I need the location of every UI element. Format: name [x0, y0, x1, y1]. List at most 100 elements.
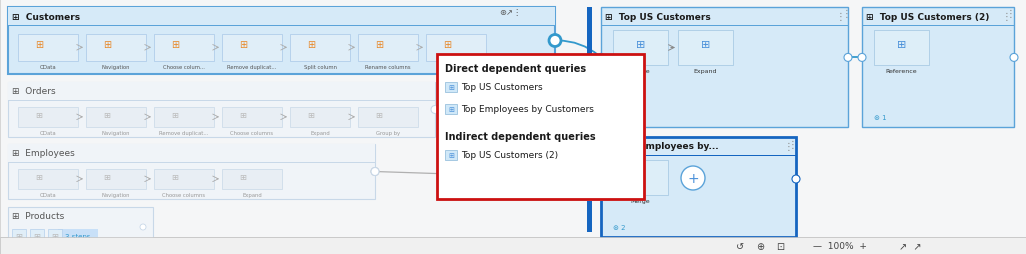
Text: Choose columns: Choose columns — [231, 131, 274, 135]
Text: ⊞: ⊞ — [35, 40, 43, 50]
Bar — [8, 8, 555, 26]
Bar — [426, 35, 486, 61]
Text: ⊞: ⊞ — [171, 110, 179, 119]
Circle shape — [681, 166, 705, 190]
Bar — [18, 35, 78, 61]
Circle shape — [140, 224, 146, 230]
Bar — [86, 107, 146, 128]
Text: Filter...: Filter... — [447, 65, 465, 70]
Circle shape — [371, 168, 379, 176]
Text: ⋮: ⋮ — [783, 141, 793, 151]
Bar — [601, 137, 796, 237]
Bar — [86, 169, 146, 189]
Text: Merge: Merge — [631, 198, 650, 203]
Bar — [58, 229, 98, 243]
Bar — [222, 35, 282, 61]
Text: +: + — [687, 171, 699, 185]
Text: ⊞: ⊞ — [374, 40, 383, 50]
Bar — [290, 35, 350, 61]
Bar — [222, 107, 282, 128]
Text: ⊞: ⊞ — [307, 40, 315, 50]
Circle shape — [597, 54, 605, 62]
Bar — [358, 35, 418, 61]
Bar — [30, 229, 44, 243]
Bar — [154, 35, 214, 61]
Circle shape — [858, 54, 866, 62]
Text: Top US Customers (2): Top US Customers (2) — [461, 151, 558, 160]
Text: ⊞: ⊞ — [104, 172, 111, 181]
Text: Expand: Expand — [310, 131, 330, 135]
Text: ⊞: ⊞ — [443, 40, 451, 50]
Bar — [8, 8, 555, 75]
Bar — [12, 229, 26, 243]
Circle shape — [844, 54, 852, 62]
Text: Merge: Merge — [631, 69, 650, 74]
Bar — [8, 145, 374, 162]
Text: ⊞: ⊞ — [239, 40, 247, 50]
Text: ⊞: ⊞ — [104, 110, 111, 119]
Bar — [874, 31, 929, 66]
Text: 3 steps: 3 steps — [66, 233, 90, 239]
Circle shape — [551, 37, 559, 45]
Bar — [154, 107, 214, 128]
Bar — [439, 57, 646, 201]
Bar — [601, 8, 849, 128]
Text: ⊞  Products: ⊞ Products — [12, 212, 65, 221]
Bar — [358, 107, 418, 128]
Text: Navigation: Navigation — [102, 131, 130, 135]
Text: Top US Customers: Top US Customers — [461, 83, 543, 92]
Circle shape — [549, 35, 561, 47]
Bar — [678, 31, 733, 66]
Text: ⊞  Top US Customers: ⊞ Top US Customers — [605, 12, 711, 21]
Text: ⊕: ⊕ — [756, 241, 764, 251]
Text: ⊛ 2: ⊛ 2 — [613, 224, 626, 230]
Bar — [48, 229, 62, 243]
Text: Indirect dependent queries: Indirect dependent queries — [445, 132, 596, 141]
Bar — [445, 105, 457, 115]
Text: Choose columns: Choose columns — [162, 192, 205, 197]
Text: ⊞  Orders: ⊞ Orders — [12, 87, 55, 96]
Text: ⊞: ⊞ — [376, 110, 383, 119]
Text: Top Employees by Customers: Top Employees by Customers — [461, 105, 594, 114]
Bar — [613, 160, 668, 195]
Text: OData: OData — [40, 131, 56, 135]
Bar — [86, 35, 146, 61]
Text: Navigation: Navigation — [102, 65, 130, 70]
Bar — [290, 107, 350, 128]
Text: ⊞: ⊞ — [34, 232, 40, 241]
Bar — [18, 169, 78, 189]
Bar — [8, 83, 435, 101]
Bar — [8, 162, 374, 163]
Text: Remove duplicat...: Remove duplicat... — [228, 65, 277, 70]
Circle shape — [597, 175, 605, 183]
Text: ⊞: ⊞ — [239, 110, 246, 119]
Text: ⊛ 1: ⊛ 1 — [874, 115, 886, 121]
Text: ⋮: ⋮ — [842, 9, 852, 19]
Bar — [587, 8, 592, 232]
Text: ⊞: ⊞ — [36, 172, 42, 181]
Bar — [613, 31, 668, 66]
Text: Expand: Expand — [694, 69, 717, 74]
Text: ⊞: ⊞ — [448, 85, 453, 91]
Text: ⊞: ⊞ — [36, 110, 42, 119]
Text: —  100%  +: — 100% + — [813, 242, 867, 250]
Text: ⊞: ⊞ — [897, 40, 906, 50]
Text: Navigation: Navigation — [102, 192, 130, 197]
Text: ⊞: ⊞ — [103, 40, 111, 50]
Bar — [8, 145, 374, 199]
Bar — [8, 83, 435, 137]
Text: Expand: Expand — [242, 192, 262, 197]
Text: ⊞: ⊞ — [448, 107, 453, 113]
Text: ⋮: ⋮ — [1005, 9, 1015, 19]
Text: ⊞: ⊞ — [51, 232, 58, 241]
Text: ⊞: ⊞ — [636, 169, 645, 179]
Bar — [862, 8, 1014, 128]
Text: ⊞  Top Employees by...: ⊞ Top Employees by... — [605, 142, 718, 151]
Text: ⊞: ⊞ — [308, 110, 315, 119]
Circle shape — [371, 168, 379, 176]
Text: ⋮: ⋮ — [1001, 12, 1011, 22]
Bar — [445, 83, 457, 93]
Bar — [601, 155, 796, 156]
Text: ⊞: ⊞ — [239, 172, 246, 181]
Circle shape — [792, 175, 800, 183]
